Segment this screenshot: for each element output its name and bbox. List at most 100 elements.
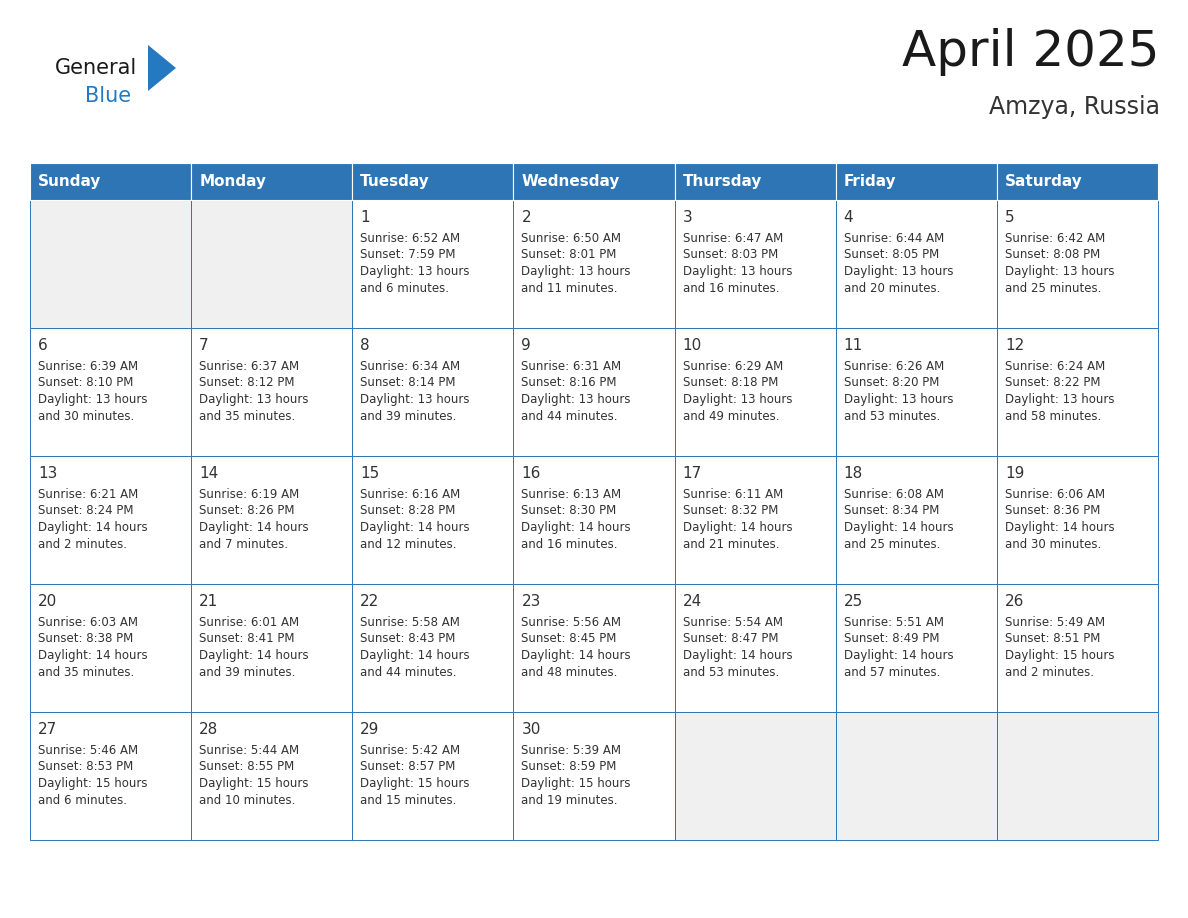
- Text: and 25 minutes.: and 25 minutes.: [1005, 282, 1101, 295]
- Text: Sunset: 8:10 PM: Sunset: 8:10 PM: [38, 376, 133, 389]
- Text: Sunset: 8:51 PM: Sunset: 8:51 PM: [1005, 633, 1100, 645]
- Text: Saturday: Saturday: [1005, 174, 1082, 189]
- Text: and 21 minutes.: and 21 minutes.: [683, 538, 779, 551]
- Text: and 39 minutes.: and 39 minutes.: [360, 409, 456, 422]
- Bar: [513, 584, 675, 712]
- Text: 18: 18: [843, 466, 862, 481]
- Bar: [997, 200, 1158, 328]
- Text: Sunrise: 6:03 AM: Sunrise: 6:03 AM: [38, 616, 138, 629]
- Text: Tuesday: Tuesday: [360, 174, 430, 189]
- Text: Sunrise: 6:08 AM: Sunrise: 6:08 AM: [843, 488, 943, 501]
- Text: and 30 minutes.: and 30 minutes.: [38, 409, 134, 422]
- Text: Sunset: 7:59 PM: Sunset: 7:59 PM: [360, 249, 456, 262]
- Text: and 35 minutes.: and 35 minutes.: [200, 409, 296, 422]
- Text: Daylight: 14 hours: Daylight: 14 hours: [522, 521, 631, 534]
- Text: 7: 7: [200, 338, 209, 353]
- Text: Daylight: 15 hours: Daylight: 15 hours: [1005, 649, 1114, 662]
- Text: Daylight: 13 hours: Daylight: 13 hours: [683, 265, 792, 278]
- Text: Daylight: 14 hours: Daylight: 14 hours: [1005, 521, 1114, 534]
- Text: 21: 21: [200, 594, 219, 609]
- Text: Wednesday: Wednesday: [522, 174, 620, 189]
- Text: and 53 minutes.: and 53 minutes.: [683, 666, 779, 678]
- Bar: [353, 456, 513, 584]
- Text: and 25 minutes.: and 25 minutes.: [843, 538, 940, 551]
- Text: Sunset: 8:59 PM: Sunset: 8:59 PM: [522, 760, 617, 774]
- Text: 24: 24: [683, 594, 702, 609]
- Text: Amzya, Russia: Amzya, Russia: [988, 95, 1159, 119]
- Text: and 44 minutes.: and 44 minutes.: [360, 666, 456, 678]
- Text: Daylight: 14 hours: Daylight: 14 hours: [200, 521, 309, 534]
- Text: Daylight: 14 hours: Daylight: 14 hours: [200, 649, 309, 662]
- Text: Daylight: 13 hours: Daylight: 13 hours: [843, 393, 953, 406]
- Text: Sunrise: 6:37 AM: Sunrise: 6:37 AM: [200, 360, 299, 373]
- Text: Sunrise: 6:34 AM: Sunrise: 6:34 AM: [360, 360, 461, 373]
- Text: Sunrise: 5:49 AM: Sunrise: 5:49 AM: [1005, 616, 1105, 629]
- Bar: [191, 328, 353, 456]
- Bar: [997, 584, 1158, 712]
- Text: Daylight: 15 hours: Daylight: 15 hours: [522, 777, 631, 790]
- Text: Daylight: 13 hours: Daylight: 13 hours: [200, 393, 309, 406]
- Text: and 19 minutes.: and 19 minutes.: [522, 793, 618, 807]
- Text: and 48 minutes.: and 48 minutes.: [522, 666, 618, 678]
- Text: 28: 28: [200, 722, 219, 737]
- Text: Daylight: 14 hours: Daylight: 14 hours: [843, 521, 953, 534]
- Text: Sunrise: 5:44 AM: Sunrise: 5:44 AM: [200, 744, 299, 757]
- Text: and 30 minutes.: and 30 minutes.: [1005, 538, 1101, 551]
- Bar: [675, 712, 835, 840]
- Text: Daylight: 14 hours: Daylight: 14 hours: [522, 649, 631, 662]
- Text: Sunrise: 5:39 AM: Sunrise: 5:39 AM: [522, 744, 621, 757]
- Text: Sunset: 8:41 PM: Sunset: 8:41 PM: [200, 633, 295, 645]
- Text: Daylight: 13 hours: Daylight: 13 hours: [522, 265, 631, 278]
- Bar: [997, 328, 1158, 456]
- Text: Sunrise: 6:31 AM: Sunrise: 6:31 AM: [522, 360, 621, 373]
- Text: and 53 minutes.: and 53 minutes.: [843, 409, 940, 422]
- Bar: [191, 200, 353, 328]
- Text: Daylight: 14 hours: Daylight: 14 hours: [360, 521, 470, 534]
- Text: Sunset: 8:49 PM: Sunset: 8:49 PM: [843, 633, 940, 645]
- Text: and 39 minutes.: and 39 minutes.: [200, 666, 296, 678]
- Text: Daylight: 13 hours: Daylight: 13 hours: [360, 265, 469, 278]
- Bar: [30, 328, 191, 456]
- Text: and 10 minutes.: and 10 minutes.: [200, 793, 296, 807]
- Text: 10: 10: [683, 338, 702, 353]
- Text: Sunset: 8:20 PM: Sunset: 8:20 PM: [843, 376, 939, 389]
- Text: and 20 minutes.: and 20 minutes.: [843, 282, 940, 295]
- Text: Daylight: 13 hours: Daylight: 13 hours: [522, 393, 631, 406]
- Text: and 6 minutes.: and 6 minutes.: [38, 793, 127, 807]
- Text: Daylight: 15 hours: Daylight: 15 hours: [38, 777, 147, 790]
- Bar: [997, 712, 1158, 840]
- Text: 8: 8: [360, 338, 369, 353]
- Bar: [30, 163, 191, 200]
- Bar: [353, 328, 513, 456]
- Text: Sunrise: 6:52 AM: Sunrise: 6:52 AM: [360, 232, 461, 245]
- Polygon shape: [148, 45, 176, 91]
- Text: Daylight: 13 hours: Daylight: 13 hours: [683, 393, 792, 406]
- Bar: [191, 456, 353, 584]
- Bar: [191, 712, 353, 840]
- Text: Sunset: 8:22 PM: Sunset: 8:22 PM: [1005, 376, 1100, 389]
- Bar: [30, 584, 191, 712]
- Text: 23: 23: [522, 594, 541, 609]
- Text: Sunset: 8:32 PM: Sunset: 8:32 PM: [683, 505, 778, 518]
- Text: 14: 14: [200, 466, 219, 481]
- Text: Thursday: Thursday: [683, 174, 762, 189]
- Text: Sunrise: 6:01 AM: Sunrise: 6:01 AM: [200, 616, 299, 629]
- Text: 16: 16: [522, 466, 541, 481]
- Bar: [675, 200, 835, 328]
- Bar: [30, 200, 191, 328]
- Text: Sunset: 8:01 PM: Sunset: 8:01 PM: [522, 249, 617, 262]
- Text: Sunset: 8:36 PM: Sunset: 8:36 PM: [1005, 505, 1100, 518]
- Text: 13: 13: [38, 466, 57, 481]
- Text: Sunrise: 6:39 AM: Sunrise: 6:39 AM: [38, 360, 138, 373]
- Text: Sunset: 8:12 PM: Sunset: 8:12 PM: [200, 376, 295, 389]
- Bar: [513, 163, 675, 200]
- Text: 11: 11: [843, 338, 862, 353]
- Text: and 35 minutes.: and 35 minutes.: [38, 666, 134, 678]
- Text: Daylight: 14 hours: Daylight: 14 hours: [843, 649, 953, 662]
- Text: and 16 minutes.: and 16 minutes.: [522, 538, 618, 551]
- Text: Sunset: 8:38 PM: Sunset: 8:38 PM: [38, 633, 133, 645]
- Text: Sunset: 8:34 PM: Sunset: 8:34 PM: [843, 505, 939, 518]
- Text: Sunset: 8:30 PM: Sunset: 8:30 PM: [522, 505, 617, 518]
- Text: Daylight: 13 hours: Daylight: 13 hours: [360, 393, 469, 406]
- Text: Daylight: 15 hours: Daylight: 15 hours: [200, 777, 309, 790]
